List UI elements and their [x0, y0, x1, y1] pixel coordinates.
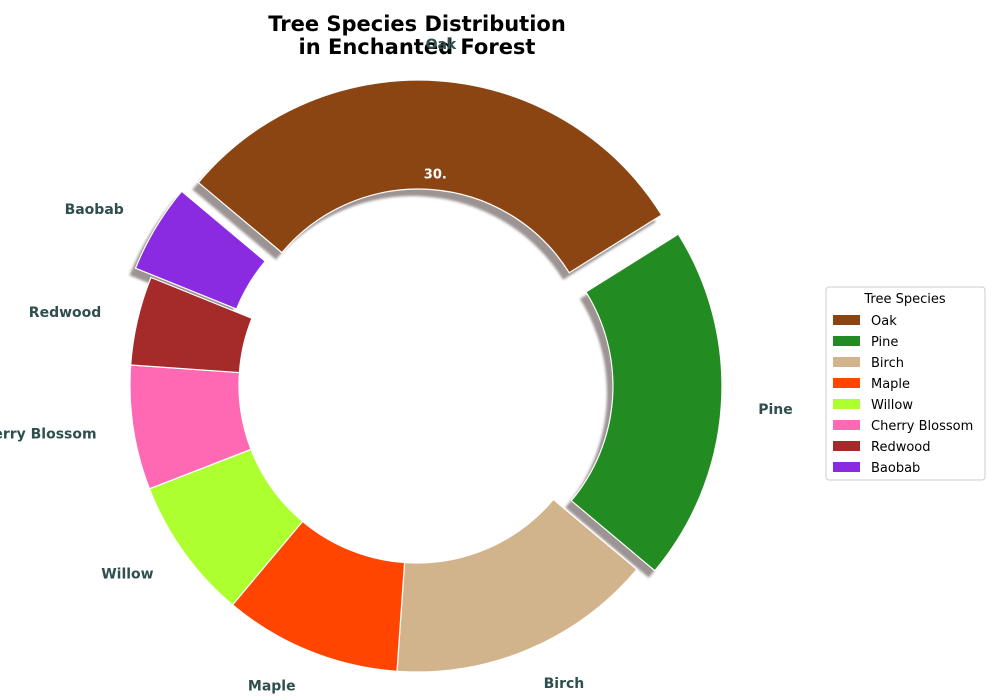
slice-oak: [197, 79, 663, 274]
legend-label-willow: Willow: [871, 398, 913, 413]
chart-title: Tree Species Distribution in Enchanted F…: [268, 12, 566, 59]
legend-item-cherry-blossom: Cherry Blossom: [833, 419, 973, 434]
legend-label-maple: Maple: [871, 377, 910, 392]
legend-swatch-willow: [833, 399, 860, 409]
legend-swatch-pine: [833, 336, 860, 346]
chart-title-line-2: in Enchanted Forest: [299, 35, 536, 59]
slice-baobab: [134, 190, 267, 310]
legend-item-willow: Willow: [833, 398, 913, 413]
slice-label-maple: Maple: [248, 678, 296, 694]
legend-item-pine: Pine: [833, 335, 898, 350]
legend-label-oak: Oak: [871, 314, 897, 329]
legend-swatch-birch: [833, 357, 860, 367]
legend-frame: [825, 286, 986, 481]
donut-slices: [129, 79, 723, 673]
legend-label-redwood: Redwood: [871, 440, 931, 455]
legend-label-cherry-blossom: Cherry Blossom: [871, 419, 973, 434]
legend-label-birch: Birch: [871, 356, 904, 371]
legend-items: Oak Pine Birch Maple Willow Cherry Blossom Red…: [833, 314, 973, 476]
slice-label-willow: Willow: [101, 567, 153, 583]
slice-labels: Oak Pine Birch Maple Willow Cherry Blossom Red…: [0, 37, 793, 695]
slice-label-baobab: Baobab: [65, 202, 124, 218]
legend-swatch-cherry-blossom: [833, 420, 860, 430]
legend-swatch-baobab: [833, 462, 860, 472]
slice-label-pine: Pine: [758, 402, 793, 418]
legend-swatch-maple: [833, 378, 860, 388]
legend-item-redwood: Redwood: [833, 440, 931, 455]
legend-label-pine: Pine: [871, 335, 898, 350]
percent-labels: 30.: [424, 168, 447, 183]
legend: Tree Species Oak Pine Birch Maple Willow Cher…: [825, 286, 986, 481]
slice-pine: [570, 233, 723, 572]
slice-redwood: [130, 276, 253, 374]
legend-title: Tree Species: [863, 292, 945, 307]
legend-label-baobab: Baobab: [871, 461, 920, 476]
legend-item-birch: Birch: [833, 356, 904, 371]
legend-swatch-oak: [833, 315, 860, 325]
percent-label-oak: 30.: [424, 168, 447, 183]
legend-item-oak: Oak: [833, 314, 897, 329]
legend-item-maple: Maple: [833, 377, 910, 392]
slice-label-oak: Oak: [426, 37, 457, 53]
legend-item-baobab: Baobab: [833, 461, 920, 476]
chart-title-line-1: Tree Species Distribution: [268, 12, 566, 36]
slice-label-cherry-blossom: Cherry Blossom: [0, 426, 97, 442]
slice-label-birch: Birch: [544, 676, 585, 692]
slice-label-redwood: Redwood: [29, 305, 102, 321]
legend-swatch-redwood: [833, 441, 860, 451]
